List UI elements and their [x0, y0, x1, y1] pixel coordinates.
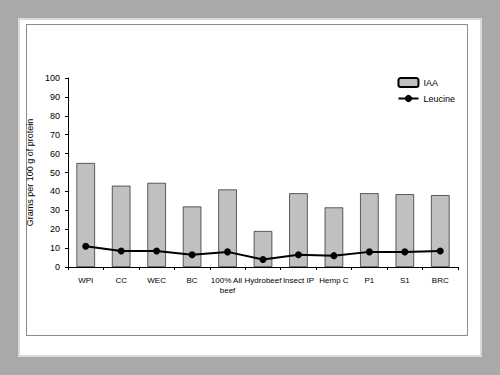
svg-text:Insect IP: Insect IP — [283, 276, 314, 285]
svg-text:Hydrobeef: Hydrobeef — [245, 276, 283, 285]
svg-text:WPI: WPI — [78, 276, 93, 285]
svg-text:20: 20 — [50, 224, 60, 234]
svg-text:30: 30 — [50, 205, 60, 215]
svg-text:0: 0 — [55, 262, 60, 272]
svg-text:WEC: WEC — [147, 276, 166, 285]
svg-text:10: 10 — [50, 243, 60, 253]
svg-text:CC: CC — [115, 276, 127, 285]
svg-text:80: 80 — [50, 111, 60, 121]
svg-text:100% All: 100% All — [211, 276, 244, 285]
svg-text:70: 70 — [50, 130, 60, 140]
svg-text:Leucine: Leucine — [423, 94, 455, 104]
svg-text:60: 60 — [50, 149, 60, 159]
svg-text:beef: beef — [220, 286, 236, 295]
svg-text:IAA: IAA — [423, 78, 438, 88]
svg-text:Hemp C: Hemp C — [319, 276, 349, 285]
svg-text:BC: BC — [187, 276, 198, 285]
svg-text:40: 40 — [50, 186, 60, 196]
svg-text:Grams per 100 g of protein: Grams per 100 g of protein — [25, 119, 35, 227]
svg-text:50: 50 — [50, 168, 60, 178]
svg-text:P1: P1 — [364, 276, 374, 285]
svg-text:90: 90 — [50, 92, 60, 102]
svg-text:S1: S1 — [400, 276, 410, 285]
svg-text:BRC: BRC — [432, 276, 449, 285]
svg-text:100: 100 — [45, 73, 60, 83]
